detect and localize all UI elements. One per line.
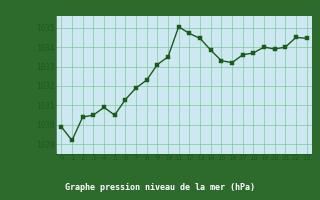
Text: Graphe pression niveau de la mer (hPa): Graphe pression niveau de la mer (hPa) [65, 183, 255, 192]
